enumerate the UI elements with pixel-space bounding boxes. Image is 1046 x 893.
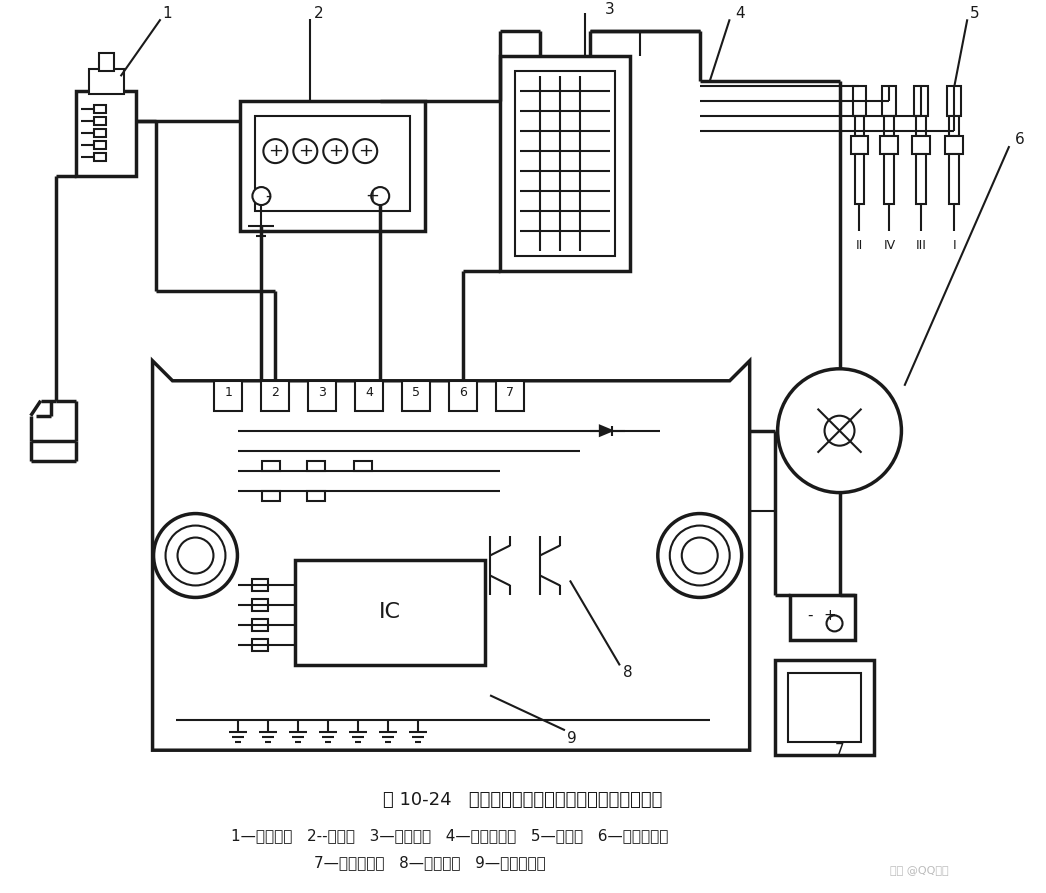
- Circle shape: [165, 526, 226, 586]
- Text: 1: 1: [225, 387, 232, 399]
- Bar: [214, 380, 243, 411]
- Bar: [775, 660, 874, 755]
- Text: 6: 6: [1015, 131, 1024, 146]
- Text: 8: 8: [623, 664, 633, 680]
- Bar: [355, 461, 372, 471]
- Text: 9: 9: [567, 730, 576, 746]
- Bar: [308, 490, 325, 501]
- Text: -: -: [266, 187, 271, 205]
- Text: 7—霍耳传感器   8—达林顿管   9—点火控制器: 7—霍耳传感器 8—达林顿管 9—点火控制器: [314, 855, 546, 871]
- Text: III: III: [916, 239, 927, 253]
- Bar: [94, 117, 106, 125]
- Text: 4: 4: [365, 387, 373, 399]
- Circle shape: [293, 139, 317, 163]
- Bar: [402, 380, 430, 411]
- Bar: [94, 141, 106, 149]
- Text: +: +: [298, 142, 313, 160]
- Bar: [241, 101, 425, 231]
- Text: IV: IV: [884, 239, 895, 253]
- Bar: [855, 116, 864, 136]
- Text: 7: 7: [506, 387, 514, 399]
- Circle shape: [777, 369, 902, 493]
- Bar: [790, 596, 855, 640]
- Bar: [515, 71, 615, 256]
- Circle shape: [658, 513, 742, 597]
- Bar: [449, 380, 477, 411]
- Circle shape: [354, 139, 378, 163]
- Text: 5: 5: [412, 387, 420, 399]
- Circle shape: [682, 538, 718, 573]
- Bar: [94, 129, 106, 138]
- Bar: [89, 70, 123, 94]
- Text: II: II: [856, 239, 863, 253]
- Circle shape: [264, 139, 288, 163]
- Bar: [500, 56, 630, 271]
- Text: +: +: [823, 608, 836, 623]
- Text: 知乎 @QQ狂奔: 知乎 @QQ狂奔: [890, 865, 949, 875]
- Text: 2: 2: [271, 387, 279, 399]
- Text: +: +: [268, 142, 282, 160]
- Bar: [263, 461, 280, 471]
- Bar: [98, 54, 114, 71]
- Bar: [852, 87, 866, 116]
- Circle shape: [826, 615, 842, 631]
- Text: +: +: [365, 187, 379, 205]
- Bar: [263, 490, 280, 501]
- Circle shape: [323, 139, 347, 163]
- Bar: [885, 116, 894, 136]
- Text: IC: IC: [380, 603, 402, 622]
- Polygon shape: [153, 361, 750, 750]
- Text: 4: 4: [735, 6, 745, 21]
- Bar: [912, 136, 930, 154]
- Bar: [916, 154, 927, 204]
- Text: 3: 3: [318, 387, 326, 399]
- Bar: [914, 87, 929, 116]
- Bar: [252, 580, 269, 591]
- Polygon shape: [600, 426, 612, 436]
- Text: 图 10-24   霍耳效应式无触点点火装置的组成示意图: 图 10-24 霍耳效应式无触点点火装置的组成示意图: [383, 791, 663, 809]
- Circle shape: [371, 187, 389, 205]
- Circle shape: [178, 538, 213, 573]
- Bar: [950, 116, 959, 136]
- Text: +: +: [358, 142, 372, 160]
- Bar: [252, 599, 269, 612]
- Text: 5: 5: [970, 6, 979, 21]
- Text: 1: 1: [163, 6, 173, 21]
- Bar: [94, 105, 106, 113]
- Bar: [295, 561, 485, 665]
- Bar: [356, 380, 383, 411]
- Text: 6: 6: [459, 387, 467, 399]
- Text: +: +: [327, 142, 343, 160]
- Bar: [75, 91, 136, 176]
- Bar: [885, 154, 894, 204]
- Bar: [262, 380, 290, 411]
- Bar: [883, 87, 896, 116]
- Bar: [308, 461, 325, 471]
- Circle shape: [824, 416, 855, 446]
- Bar: [946, 136, 963, 154]
- Bar: [855, 154, 864, 204]
- Circle shape: [252, 187, 270, 205]
- Text: 1—点火开关   2--蓄电池   3—点火线圈   4—高压阻尼线   5—火花塞   6—霍耳分电器: 1—点火开关 2--蓄电池 3—点火线圈 4—高压阻尼线 5—火花塞 6—霍耳分…: [231, 829, 668, 844]
- Bar: [255, 116, 410, 211]
- Text: 3: 3: [605, 2, 615, 17]
- Bar: [948, 87, 961, 116]
- Circle shape: [669, 526, 730, 586]
- Text: I: I: [953, 239, 956, 253]
- Text: 7: 7: [835, 743, 844, 758]
- Bar: [950, 154, 959, 204]
- Bar: [252, 639, 269, 651]
- Bar: [496, 380, 524, 411]
- Text: 2: 2: [314, 6, 323, 21]
- Bar: [881, 136, 899, 154]
- Bar: [309, 380, 336, 411]
- Bar: [916, 116, 927, 136]
- Text: -: -: [806, 608, 813, 623]
- Bar: [94, 153, 106, 161]
- Bar: [788, 673, 862, 742]
- Bar: [252, 620, 269, 631]
- Bar: [850, 136, 868, 154]
- Circle shape: [154, 513, 237, 597]
